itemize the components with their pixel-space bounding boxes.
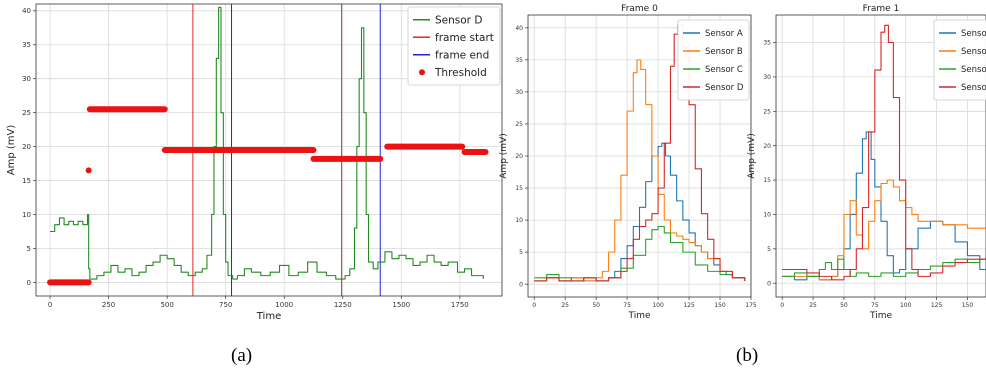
legend-marker [419,69,425,75]
x-axis-label: Time [627,311,650,321]
legend-label: Sensor A [961,29,986,39]
y-tick-label: 40 [515,25,523,32]
y-tick-label: 10 [22,211,31,219]
y-tick-label: 30 [763,74,771,81]
caption-b: (b) [736,345,758,367]
x-tick-label: 1000 [275,301,293,309]
legend-label: Sensor D [705,83,744,93]
chart-panel-0: 0 250 500 750 1000 1250 1500 1750 0 5 10 15 20 25 30 35… [6,4,502,322]
y-tick-label: 20 [22,143,31,151]
legend-label: Sensor C [705,65,743,75]
y-tick-label: 5 [27,245,31,253]
y-tick-label: 30 [515,89,523,96]
y-tick-label: 0 [27,279,31,287]
legend-label: Sensor B [705,47,743,57]
legend-label: Sensor D [961,83,986,93]
legend-label: Sensor D [435,14,482,26]
x-axis-label: Time [256,311,281,322]
x-axis-label: Time [869,311,892,321]
y-tick-label: 25 [763,108,771,115]
legend-label: Sensor B [961,47,986,57]
legend: Sensor A Sensor B Sensor C Sensor D [678,20,749,100]
chart-title: Frame 0 [621,4,658,14]
y-axis-label: Amp (mV) [499,133,509,178]
y-tick-label: 15 [763,177,771,184]
x-tick-label: 25 [561,302,569,309]
x-tick-label: 75 [623,302,631,309]
x-tick-label: 0 [780,302,784,309]
x-tick-label: 125 [931,302,943,309]
x-tick-label: 50 [592,302,600,309]
x-tick-label: 1750 [451,301,469,309]
y-tick-label: 20 [763,143,771,150]
x-tick-label: 250 [102,301,115,309]
x-tick-label: 0 [532,302,536,309]
x-tick-label: 25 [809,302,817,309]
x-tick-label: 0 [48,301,52,309]
y-axis-label: Amp (mV) [6,125,17,176]
y-tick-label: 5 [767,246,771,253]
legend: Sensor A Sensor B Sensor C Sensor D [934,20,986,100]
y-tick-label: 0 [767,280,771,287]
x-tick-label: 1500 [392,301,410,309]
caption-a: (a) [231,345,252,367]
x-tick-label: 100 [900,302,912,309]
legend-label: frame start [435,32,494,44]
legend-label: Sensor A [705,29,743,39]
y-tick-label: 20 [515,153,523,160]
series-line-sensor-a [534,143,745,281]
y-tick-label: 15 [515,185,523,192]
chart-panel-1: 0 25 50 75 100 125 150 175 0 5 10 15 20 25 30 35 40 Time A… [499,4,757,321]
y-tick-label: 35 [763,40,771,47]
legend-label: Sensor C [961,65,986,75]
x-tick-label: 125 [683,302,695,309]
y-tick-label: 35 [515,57,523,64]
y-tick-label: 10 [515,217,523,224]
x-tick-label: 150 [714,302,726,309]
x-tick-label: 1250 [334,301,352,309]
y-tick-label: 40 [22,7,31,15]
y-tick-label: 30 [22,75,31,83]
chart-panel-2: 0 25 50 75 100 125 150 0 5 10 15 20 25 30 35 Time Amp (m… [747,4,986,321]
y-axis-label: Amp (mV) [747,133,757,178]
y-tick-label: 10 [763,212,771,219]
x-tick-label: 175 [745,302,757,309]
y-tick-label: 25 [22,109,31,117]
threshold-point [86,167,92,173]
y-tick-label: 15 [22,177,31,185]
chart-title: Frame 1 [863,4,900,14]
x-tick-label: 150 [962,302,974,309]
y-tick-label: 25 [515,121,523,128]
legend-label: frame end [435,49,489,61]
legend: Sensor D frame start frame end Threshold [408,7,500,85]
legend-label: Threshold [434,67,487,79]
x-tick-label: 750 [219,301,232,309]
y-tick-label: 35 [22,41,31,49]
x-tick-label: 50 [840,302,848,309]
x-tick-label: 500 [160,301,173,309]
y-tick-label: 5 [519,249,523,256]
x-tick-label: 100 [652,302,664,309]
x-tick-label: 75 [871,302,879,309]
y-tick-label: 0 [519,281,523,288]
